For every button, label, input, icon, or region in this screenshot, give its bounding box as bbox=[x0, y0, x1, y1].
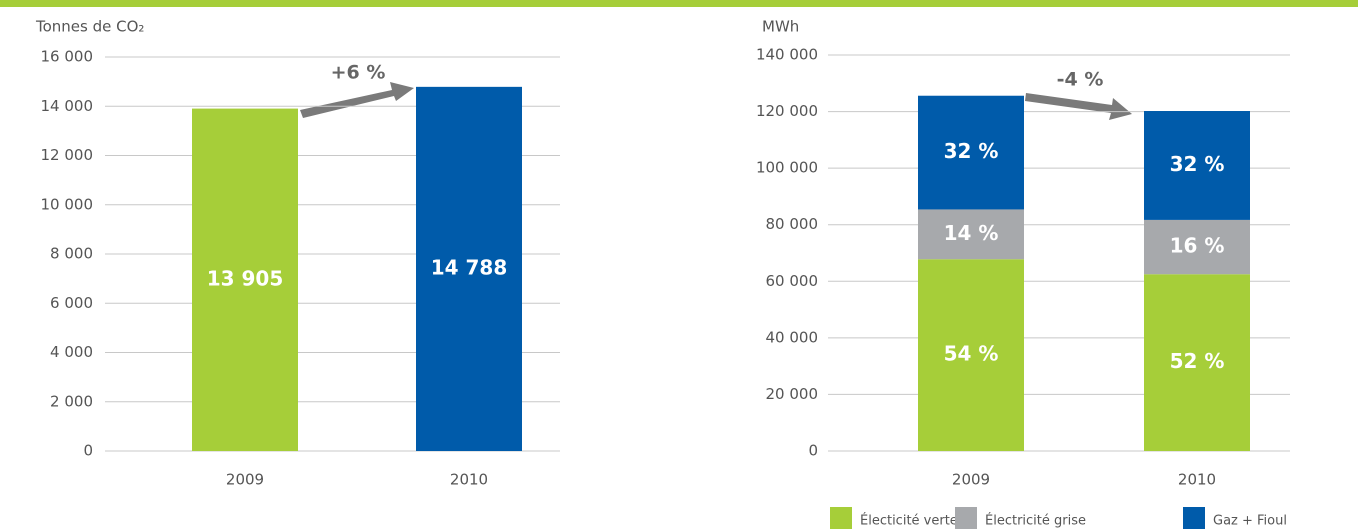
y-tick-label: 8 000 bbox=[50, 245, 93, 263]
bar-segment bbox=[1144, 274, 1250, 451]
segment-label: 32 % bbox=[1170, 152, 1225, 176]
segment-label: 32 % bbox=[944, 139, 999, 163]
y-tick-label: 12 000 bbox=[41, 146, 94, 164]
x-tick-label: 2009 bbox=[226, 471, 264, 489]
x-tick-label: 2010 bbox=[450, 471, 488, 489]
bar-label: 13 905 bbox=[207, 266, 284, 290]
y-tick-label: 4 000 bbox=[50, 343, 93, 361]
annotation: -4 % bbox=[1057, 69, 1104, 91]
y-tick-label: 60 000 bbox=[766, 272, 819, 290]
y-tick-label: 10 000 bbox=[41, 195, 94, 213]
y-axis-label: Tonnes de CO₂ bbox=[35, 18, 144, 36]
y-tick-label: 0 bbox=[808, 442, 818, 460]
legend-swatch bbox=[1183, 507, 1205, 529]
bar-label: 14 788 bbox=[431, 255, 508, 279]
bar bbox=[192, 108, 298, 451]
bar-segment bbox=[918, 209, 1024, 260]
y-tick-label: 80 000 bbox=[766, 215, 819, 233]
y-tick-label: 100 000 bbox=[756, 159, 818, 177]
y-tick-label: 40 000 bbox=[766, 328, 819, 346]
x-tick-label: 2010 bbox=[1178, 471, 1216, 489]
bar-segment bbox=[1144, 111, 1250, 220]
change-arrow bbox=[1025, 93, 1132, 120]
segment-label: 54 % bbox=[944, 342, 999, 366]
y-tick-label: 20 000 bbox=[766, 385, 819, 403]
x-tick-label: 2009 bbox=[952, 471, 990, 489]
legend-label: Électricité grise bbox=[985, 513, 1086, 529]
y-tick-label: 14 000 bbox=[41, 97, 94, 115]
bar bbox=[416, 86, 522, 452]
bar-segment bbox=[918, 259, 1024, 451]
legend-swatch bbox=[830, 507, 852, 529]
segment-label: 16 % bbox=[1170, 234, 1225, 258]
bar-segment bbox=[918, 95, 1024, 210]
y-tick-label: 2 000 bbox=[50, 392, 93, 410]
y-axis-label: MWh bbox=[762, 18, 799, 36]
segment-label: 52 % bbox=[1170, 349, 1225, 373]
legend-label: Gaz + Fioul bbox=[1213, 514, 1287, 529]
y-tick-label: 6 000 bbox=[50, 294, 93, 312]
bar-segment bbox=[1144, 219, 1250, 275]
segment-label: 14 % bbox=[944, 221, 999, 245]
change-arrow bbox=[300, 82, 414, 118]
top-stripe bbox=[0, 0, 1358, 7]
legend-label: Électicité verte bbox=[860, 513, 958, 529]
y-tick-label: 120 000 bbox=[756, 102, 818, 120]
legend-swatch bbox=[955, 507, 977, 529]
y-tick-label: 16 000 bbox=[41, 48, 94, 66]
y-tick-label: 0 bbox=[83, 442, 93, 460]
annotation: +6 % bbox=[331, 62, 386, 84]
y-tick-label: 140 000 bbox=[756, 46, 818, 64]
